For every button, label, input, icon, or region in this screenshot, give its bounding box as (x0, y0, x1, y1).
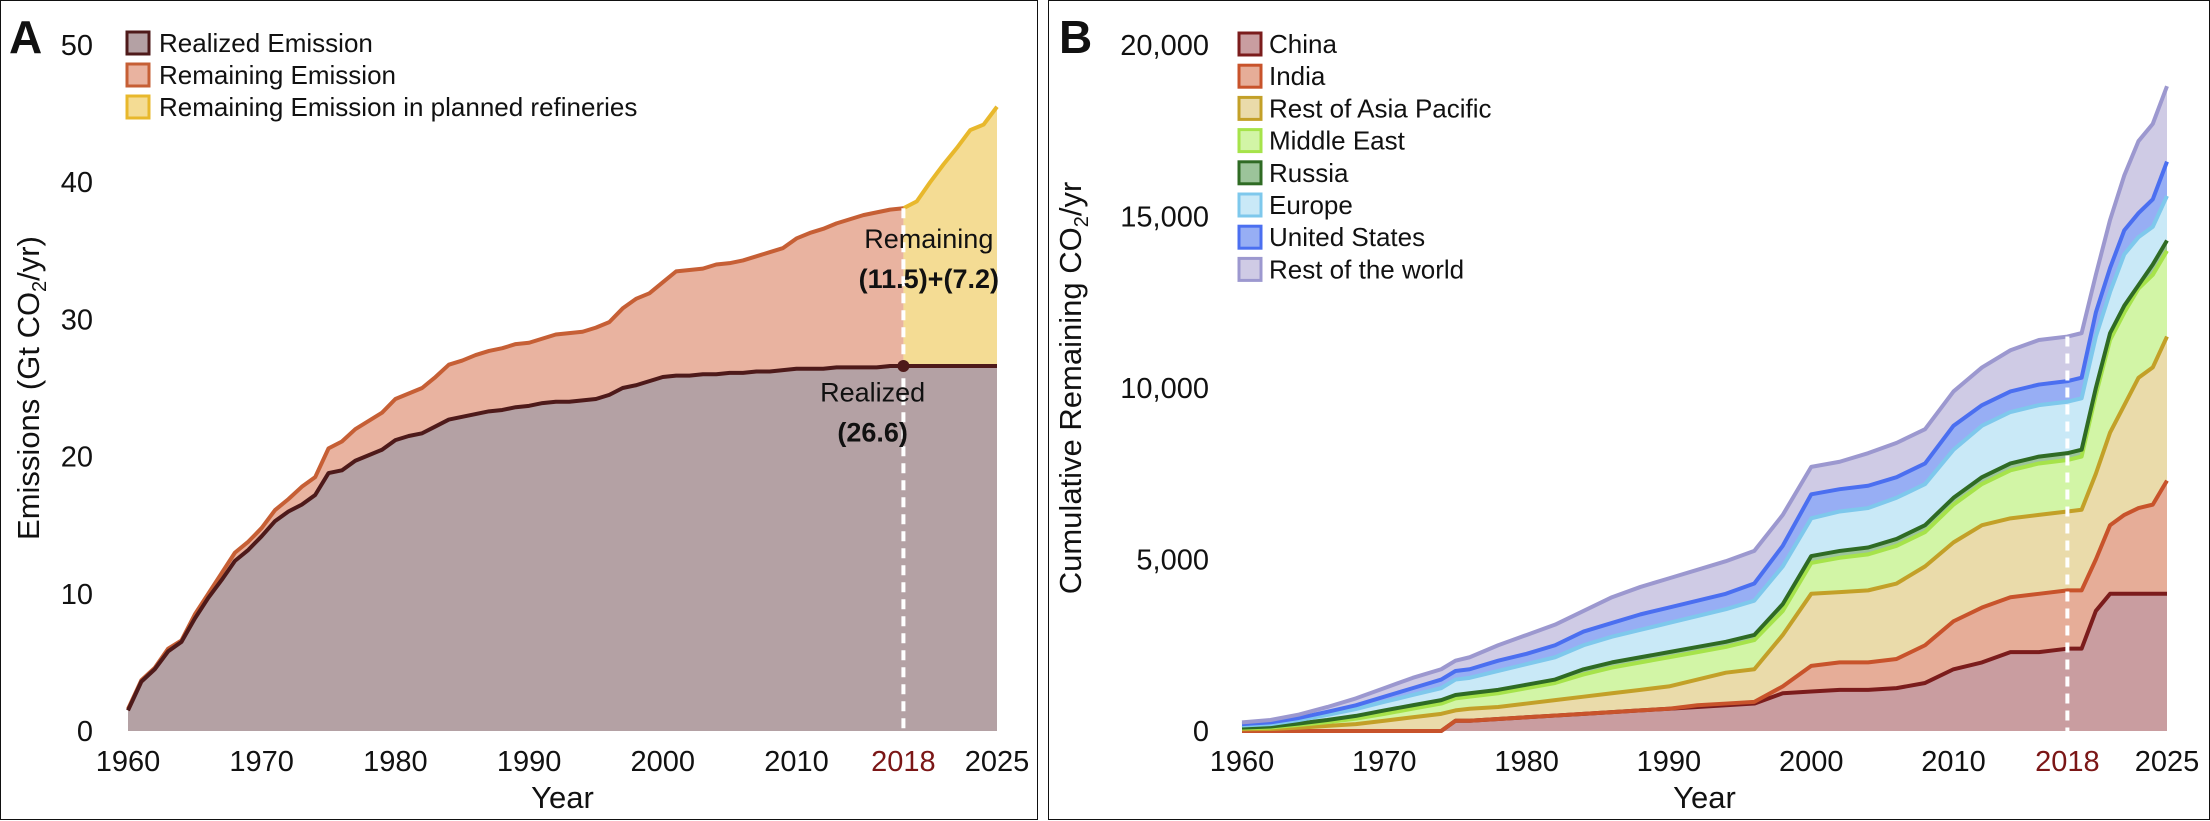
legend-label: Rest of the world (1269, 254, 1464, 284)
legend-swatch (1237, 256, 1263, 282)
line-remaining-emission (126, 206, 904, 710)
line-rest-of-asia-pacific (1241, 335, 2169, 732)
x-tick-label: 2000 (1779, 746, 1844, 778)
legend-label: India (1269, 61, 1326, 91)
area-rest-of-asia-pacific (1242, 336, 2167, 731)
legend-swatch (125, 30, 151, 56)
legend-swatch (125, 62, 151, 88)
panel-letter-b: B (1059, 11, 1092, 63)
legend-label: China (1269, 29, 1337, 59)
legend-swatch (125, 94, 151, 120)
area-china (1242, 593, 2167, 731)
legend-label: Middle East (1269, 126, 1406, 156)
legend-swatch (1237, 31, 1263, 57)
x-tick-label: 2018 (2035, 746, 2100, 778)
x-tick-label: 1990 (1637, 746, 1702, 778)
x-tick-label: 1980 (363, 746, 428, 778)
x-tick-label: 1990 (497, 746, 562, 778)
area-europe (1242, 195, 2167, 728)
x-tick-label: 2000 (631, 746, 696, 778)
annotation: Remaining (864, 224, 993, 254)
annotation: (11.5)+(7.2) (859, 264, 999, 294)
legend-label: Rest of Asia Pacific (1269, 93, 1492, 123)
x-axis-label: Year (1673, 780, 1736, 815)
area-middle-east (1242, 250, 2167, 730)
y-tick-label: 40 (61, 167, 93, 199)
legend-label: Europe (1269, 190, 1353, 220)
y-tick-label: 5,000 (1136, 545, 1209, 577)
legend-swatch (1237, 63, 1263, 89)
legend-label: Russia (1269, 158, 1349, 188)
line-europe (1241, 195, 2169, 728)
x-tick-label: 2010 (764, 746, 829, 778)
line-middle-east (1241, 249, 2169, 731)
y-tick-label: 0 (1193, 716, 1209, 748)
area-planned-refineries (903, 106, 997, 367)
legend-label: Realized Emission (159, 28, 373, 58)
legend-label: Remaining Emission (159, 60, 396, 90)
x-axis-label: Year (531, 780, 594, 815)
x-tick-label: 2018 (871, 746, 936, 778)
y-tick-label: 30 (61, 304, 93, 336)
line-rest-of-the-world (1241, 85, 2169, 725)
x-tick-label: 1960 (1210, 746, 1275, 778)
line-united-states (1241, 160, 2169, 727)
legend-label: Remaining Emission in planned refineries (159, 92, 637, 122)
y-tick-label: 0 (77, 716, 93, 748)
chart-a-svg: 0 10 20 30 40 50 1960 1970 1980 1990 2000 2010 2018 2… (9, 11, 1030, 815)
x-tick-label: 1980 (1494, 746, 1559, 778)
y-axis-label: Cumulative Remaining CO2/yr (1053, 182, 1093, 595)
x-tick-label: 2010 (1921, 746, 1986, 778)
area-india (1242, 480, 2167, 731)
y-tick-label: 10,000 (1120, 373, 1209, 405)
y-tick-label: 10 (61, 579, 93, 611)
panel-b: 0 5,000 10,000 15,000 20,000 1960 1970 1980 1990… (1048, 0, 2210, 820)
panel-a: 0 10 20 30 40 50 1960 1970 1980 1990 2000 2010 2018 2… (0, 0, 1038, 820)
y-axis-label: Emissions (Gt CO2/yr) (11, 236, 51, 540)
annotation: Realized (820, 378, 925, 408)
chart-b-svg: 0 5,000 10,000 15,000 20,000 1960 1970 1980 1990… (1053, 11, 2200, 815)
x-tick-label: 2025 (2135, 746, 2200, 778)
x-tick-label: 2025 (965, 746, 1030, 778)
legend-swatch (1237, 128, 1263, 154)
area-remaining-emission (128, 208, 904, 711)
legend-swatch (1237, 160, 1263, 186)
line-realized-emission (126, 364, 997, 712)
legend-swatch (1237, 95, 1263, 121)
x-tick-label: 1960 (96, 746, 161, 778)
x-tick-label: 1970 (1352, 746, 1417, 778)
legend-swatch (1237, 192, 1263, 218)
line-planned-refineries (902, 105, 999, 211)
area-realized-emission (128, 366, 997, 731)
y-tick-label: 20 (61, 442, 93, 474)
marker-2018 (897, 360, 910, 373)
legend-swatch (1237, 224, 1263, 250)
line-russia (1241, 239, 2169, 730)
legend-label: United States (1269, 222, 1425, 252)
y-tick-label: 15,000 (1120, 202, 1209, 234)
y-tick-label: 50 (61, 30, 93, 62)
panel-letter-a: A (9, 11, 42, 63)
y-tick-label: 20,000 (1120, 30, 1209, 62)
annotation: (26.6) (837, 418, 908, 448)
line-india (1242, 479, 2169, 733)
x-tick-label: 1970 (229, 746, 294, 778)
